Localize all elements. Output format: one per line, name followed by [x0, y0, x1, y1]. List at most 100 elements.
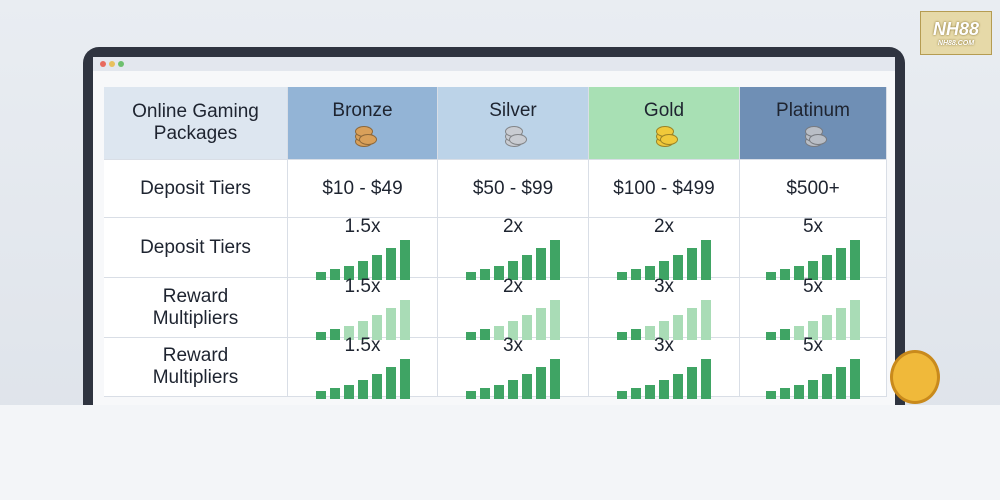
coin-stack: [801, 126, 827, 147]
bar: [385, 307, 396, 340]
bar: [508, 260, 518, 280]
bar: [550, 239, 560, 280]
value-cell: 1.5x: [288, 215, 438, 280]
bar: [850, 359, 860, 399]
bar: [673, 254, 683, 280]
bar: [494, 265, 504, 280]
bar: [550, 299, 560, 340]
value-cell: 5x: [740, 275, 887, 340]
bar: [794, 265, 804, 280]
bar: [536, 247, 546, 280]
window-dot: [100, 61, 106, 67]
bar: [836, 307, 846, 340]
row-label: Reward Multipliers: [104, 278, 288, 338]
bar: [850, 239, 860, 280]
cell-text: Deposit Tiers: [140, 236, 251, 258]
cell-text: $50 - $99: [472, 177, 554, 199]
coin: [660, 134, 678, 145]
bar: [357, 380, 368, 399]
bar-icon: [617, 299, 711, 340]
logo-text: NH88: [932, 19, 980, 39]
bar: [794, 325, 804, 340]
coin: [358, 134, 377, 145]
header-text: Silver: [489, 100, 537, 121]
coin-icon: [890, 350, 940, 404]
bar: [673, 314, 683, 340]
bar: [357, 320, 368, 340]
value-cell: 5x: [740, 335, 887, 399]
bar: [631, 328, 641, 340]
bar: [673, 374, 683, 399]
bar: [343, 325, 354, 340]
coin: [509, 134, 527, 145]
cell-text: Reward Multipliers: [152, 285, 239, 329]
bar: [329, 388, 340, 399]
bar: [522, 314, 532, 340]
bar: [659, 260, 669, 280]
bar: [687, 367, 697, 399]
bar: [687, 247, 697, 280]
bar: [645, 325, 655, 340]
coin-stack: [501, 126, 527, 147]
value-cell: 2x: [438, 276, 589, 340]
bar: [822, 314, 832, 340]
bar: [522, 374, 532, 399]
value-cell: 1.5x: [288, 335, 438, 399]
bar-icon: [466, 359, 560, 399]
bar: [494, 385, 504, 399]
bar: [343, 385, 354, 399]
package-table: Online Gaming Packages Bronze Silver Gold Pl…: [104, 87, 887, 399]
bar: [466, 331, 476, 340]
bar: [522, 254, 532, 280]
bar: [480, 328, 490, 340]
header-cell: Platinum: [740, 87, 887, 160]
bar-icon: [617, 239, 711, 280]
value-cell: 2x: [589, 216, 740, 280]
cell-text: 1.5x: [344, 335, 381, 356]
header-cell: Gold: [589, 87, 740, 160]
bar: [399, 299, 410, 340]
bar: [315, 391, 326, 399]
cell-text: 3x: [653, 335, 675, 356]
cell-text: 1.5x: [344, 215, 381, 237]
cell-text: 5x: [802, 275, 824, 297]
cell-text: $10 - $49: [322, 177, 403, 199]
header-text: Platinum: [776, 100, 850, 121]
bar-icon: [466, 239, 560, 280]
bar: [794, 385, 804, 399]
header-text: Gold: [643, 100, 685, 121]
bar: [645, 385, 655, 399]
bar: [701, 239, 711, 280]
bar: [687, 307, 697, 340]
bar: [850, 299, 860, 340]
bar-icon: [766, 239, 860, 280]
bar: [617, 391, 627, 399]
logo: NH88 NH88.COM: [920, 11, 992, 55]
value-cell: 5x: [740, 216, 887, 280]
cell-text: 3x: [502, 335, 524, 356]
row-label: Deposit Tiers: [104, 160, 288, 218]
bar: [822, 254, 832, 280]
bar: [343, 265, 354, 280]
bar: [371, 314, 382, 340]
bar-icon: [315, 359, 410, 399]
bar-icon: [315, 299, 410, 340]
bar: [357, 260, 368, 280]
footer-band: [0, 405, 1000, 500]
window-dot: [109, 61, 115, 67]
row-label: Reward Multipliers: [104, 338, 288, 397]
bar: [617, 271, 627, 280]
bar: [822, 374, 832, 399]
cell-text: 5x: [802, 335, 824, 356]
coin-stack: [652, 126, 678, 147]
bar-icon: [617, 359, 711, 399]
bar: [550, 359, 560, 399]
coin: [809, 134, 827, 145]
cell-text: Deposit Tiers: [140, 177, 251, 199]
cell-text: 2x: [502, 215, 524, 237]
value-cell: $100 - $499: [589, 160, 740, 218]
bar: [808, 260, 818, 280]
bar: [371, 374, 382, 399]
bar: [808, 320, 818, 340]
logo-subtext: NH88.COM: [937, 40, 975, 47]
